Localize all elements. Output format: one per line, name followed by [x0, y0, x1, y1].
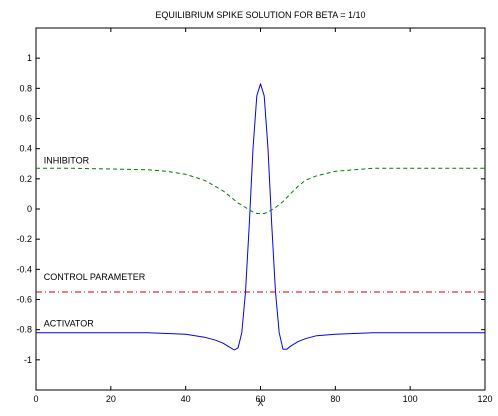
x-axis-label: X: [257, 398, 263, 408]
x-tick-label: 20: [106, 394, 116, 404]
y-tick-label: -0.4: [16, 264, 32, 274]
y-tick-label: 0.8: [19, 83, 32, 93]
series-layer: [36, 83, 485, 351]
series-line-inhibitor: [36, 167, 485, 214]
y-tick-label: 1: [27, 53, 32, 63]
y-tick-label: 0.4: [19, 144, 32, 154]
y-tick-label: -0.8: [16, 325, 32, 335]
x-tick-label: 80: [330, 394, 340, 404]
annotation-label: INHIBITOR: [44, 156, 90, 166]
x-tick-label: 60: [255, 394, 265, 404]
x-tick-label: 120: [477, 394, 492, 404]
x-tick-label: 100: [403, 394, 418, 404]
x-tick-label: 40: [181, 394, 191, 404]
y-tick-label: -0.6: [16, 295, 32, 305]
y-tick-label: 0: [27, 204, 32, 214]
annotation-label: ACTIVATOR: [44, 319, 95, 329]
series-line-activator: [36, 83, 485, 351]
axis-ticks: 0 20 40 60 80 100 120 -1 -0.8 -0.6 -0.4 -0.2 0 0.2 0.4…: [16, 28, 493, 404]
x-tick-label: 0: [33, 394, 38, 404]
chart-title: EQUILIBRIUM SPIKE SOLUTION FOR BETA = 1/…: [155, 10, 365, 20]
y-tick-label: 0.2: [19, 174, 32, 184]
annotation-label: CONTROL PARAMETER: [44, 272, 146, 282]
y-tick-label: 0.6: [19, 114, 32, 124]
annotations: INHIBITOR CONTROL PARAMETER ACTIVATOR: [44, 156, 146, 329]
y-tick-label: -0.2: [16, 234, 32, 244]
y-tick-label: -1: [24, 355, 32, 365]
